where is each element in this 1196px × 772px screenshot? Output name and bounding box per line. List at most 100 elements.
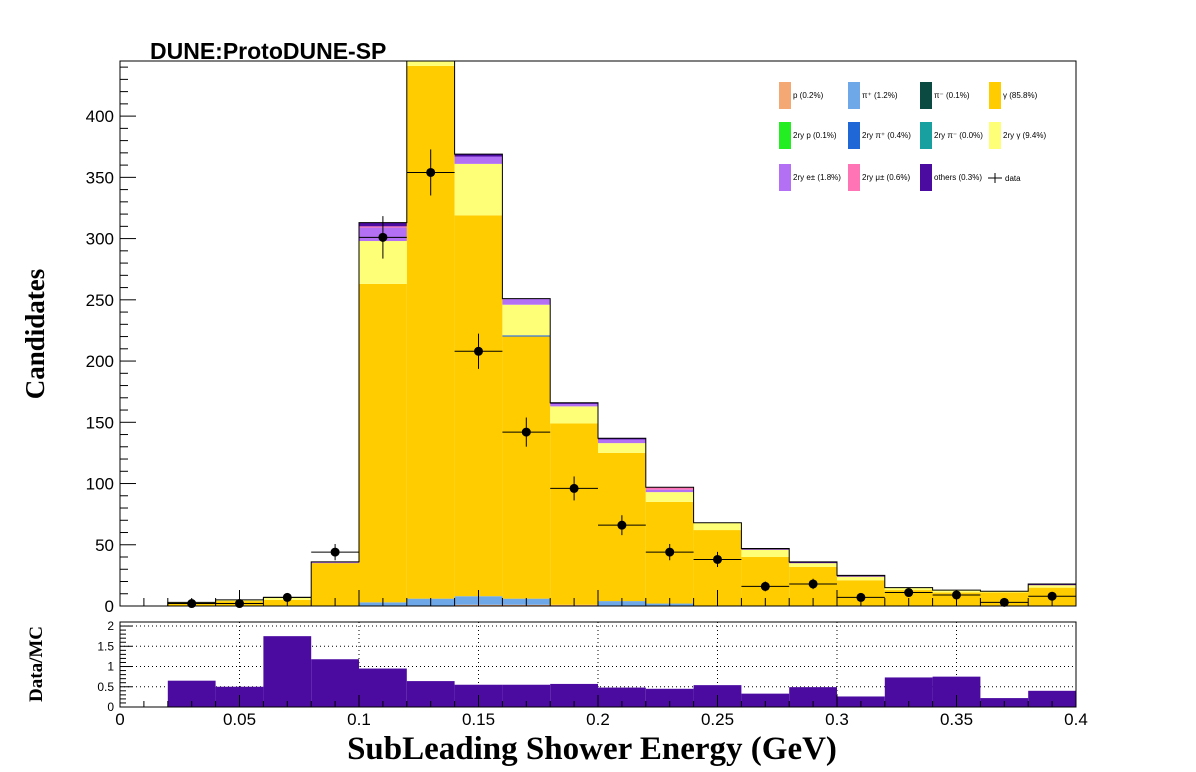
bar-2ry_e	[645, 489, 694, 493]
legend-swatch	[779, 122, 791, 149]
ratio-y-axis-title: Data/MC	[26, 626, 47, 702]
main-x-axis-ticks	[119, 590, 1077, 606]
bar-2ry_gamma	[1028, 585, 1076, 588]
bar-others	[598, 438, 646, 440]
data-point	[426, 167, 436, 177]
ratio-y-tick-label: 1.5	[97, 639, 114, 653]
x-tick-label: 0.4	[1064, 710, 1088, 729]
ratio-bar	[502, 684, 551, 707]
legend-swatch	[920, 122, 932, 149]
bar-2ry_pi_plus	[502, 335, 551, 337]
bar-2ry_gamma	[645, 492, 694, 502]
legend-label: data	[1005, 174, 1021, 183]
y-tick-label: 350	[86, 168, 114, 187]
main-y-axis: 0 50 100 150 200 250 300 350 400	[86, 66, 136, 616]
data-point	[474, 346, 483, 356]
bar-others	[789, 561, 837, 564]
legend-label: π⁻ (0.1%)	[934, 91, 970, 100]
bar-2ry_gamma	[406, 61, 455, 66]
bar-gamma	[502, 336, 551, 599]
legend-swatch	[779, 82, 791, 109]
data-point	[569, 483, 579, 493]
legend-label: 2ry p (0.1%)	[793, 131, 837, 140]
x-tick-label: 0.2	[586, 710, 610, 729]
ratio-histogram	[167, 636, 1076, 707]
legend-swatch	[920, 164, 932, 191]
bar-2ry_mu	[645, 487, 694, 490]
x-tick-label: 0.25	[701, 710, 734, 729]
legend-label: γ (85.8%)	[1003, 91, 1038, 100]
legend-label: 2ry γ (9.4%)	[1003, 131, 1046, 140]
x-tick-label: 0.15	[462, 710, 495, 729]
y-axis-title: Candidates	[20, 269, 50, 400]
y-tick-label: 100	[86, 475, 114, 494]
bar-2ry_gamma	[980, 591, 1029, 593]
ratio-bar	[359, 668, 407, 707]
legend-label: π⁺ (1.2%)	[862, 91, 898, 100]
bar-gamma	[454, 215, 503, 597]
ratio-bar	[1028, 690, 1076, 707]
bar-2ry_gamma	[550, 406, 598, 424]
ratio-bar	[645, 688, 694, 707]
legend-label: 2ry e± (1.8%)	[793, 173, 841, 182]
ratio-bar	[741, 693, 790, 707]
experiment-label: DUNE:ProtoDUNE-SP	[150, 38, 386, 64]
x-axis: 0 0.05 0.1 0.15 0.2 0.25 0.3 0.35 0.4	[115, 695, 1088, 729]
data-point	[617, 520, 627, 530]
data-point	[378, 232, 388, 242]
y-tick-label: 250	[86, 291, 114, 310]
x-tick-label: 0.3	[825, 710, 849, 729]
bar-gamma	[406, 65, 455, 599]
ratio-y-tick-label: 0.5	[97, 680, 114, 694]
y-tick-label: 200	[86, 352, 114, 371]
y-tick-label: 400	[86, 107, 114, 126]
data-point	[713, 554, 722, 564]
bar-others	[454, 154, 503, 157]
x-tick-label: 0	[115, 710, 124, 729]
ratio-bar	[550, 683, 598, 707]
bar-2ry_gamma	[789, 563, 837, 567]
ratio-bar	[263, 636, 312, 707]
data-point	[521, 427, 531, 437]
y-tick-label: 300	[86, 230, 114, 249]
x-tick-label: 0.35	[940, 710, 973, 729]
bar-2ry_gamma	[693, 522, 742, 531]
legend: p (0.2%) π⁺ (1.2%) π⁻ (0.1%) γ (85.8%) 2ry p…	[779, 82, 1046, 191]
data-point	[808, 579, 818, 589]
stacked-histogram	[120, 60, 1077, 607]
legend-swatch	[989, 82, 1001, 109]
y-tick-label: 50	[95, 536, 114, 555]
legend-label: p (0.2%)	[793, 91, 824, 100]
data-point	[665, 547, 675, 557]
bar-others	[1028, 583, 1076, 586]
legend-label: 2ry π⁺ (0.4%)	[862, 131, 911, 140]
legend-swatch	[848, 82, 860, 109]
bar-2ry_e	[502, 298, 551, 305]
main-plot-panel: 0 50 100 150 200 250 300 350 400 Candidates p (0…	[20, 60, 1077, 616]
ratio-y-axis: 0 0.5 1 1.5 2	[97, 619, 132, 714]
x-tick-label: 0.05	[223, 710, 256, 729]
bar-2ry_gamma	[598, 443, 646, 453]
ratio-bar	[311, 659, 359, 707]
y-tick-label: 0	[105, 597, 114, 616]
bar-2ry_e	[598, 439, 646, 444]
ratio-y-tick-label: 1	[107, 660, 114, 674]
data-point	[1047, 591, 1057, 601]
bar-2ry_e	[311, 561, 359, 564]
legend-swatch	[989, 122, 1001, 149]
data-point	[904, 588, 914, 598]
data-point	[856, 592, 866, 602]
bar-others	[837, 575, 885, 577]
bar-2ry_gamma	[837, 576, 885, 581]
legend-swatch	[848, 164, 860, 191]
bar-2ry_gamma	[502, 304, 551, 336]
legend-swatch	[848, 122, 860, 149]
x-tick-label: 0.1	[347, 710, 371, 729]
bar-gamma	[359, 283, 407, 603]
legend-label: 2ry π⁻ (0.0%)	[934, 131, 983, 140]
legend-swatch	[920, 82, 932, 109]
bar-others	[550, 402, 598, 404]
ratio-y-tick-label: 2	[107, 619, 114, 633]
legend-label: others (0.3%)	[934, 173, 982, 182]
